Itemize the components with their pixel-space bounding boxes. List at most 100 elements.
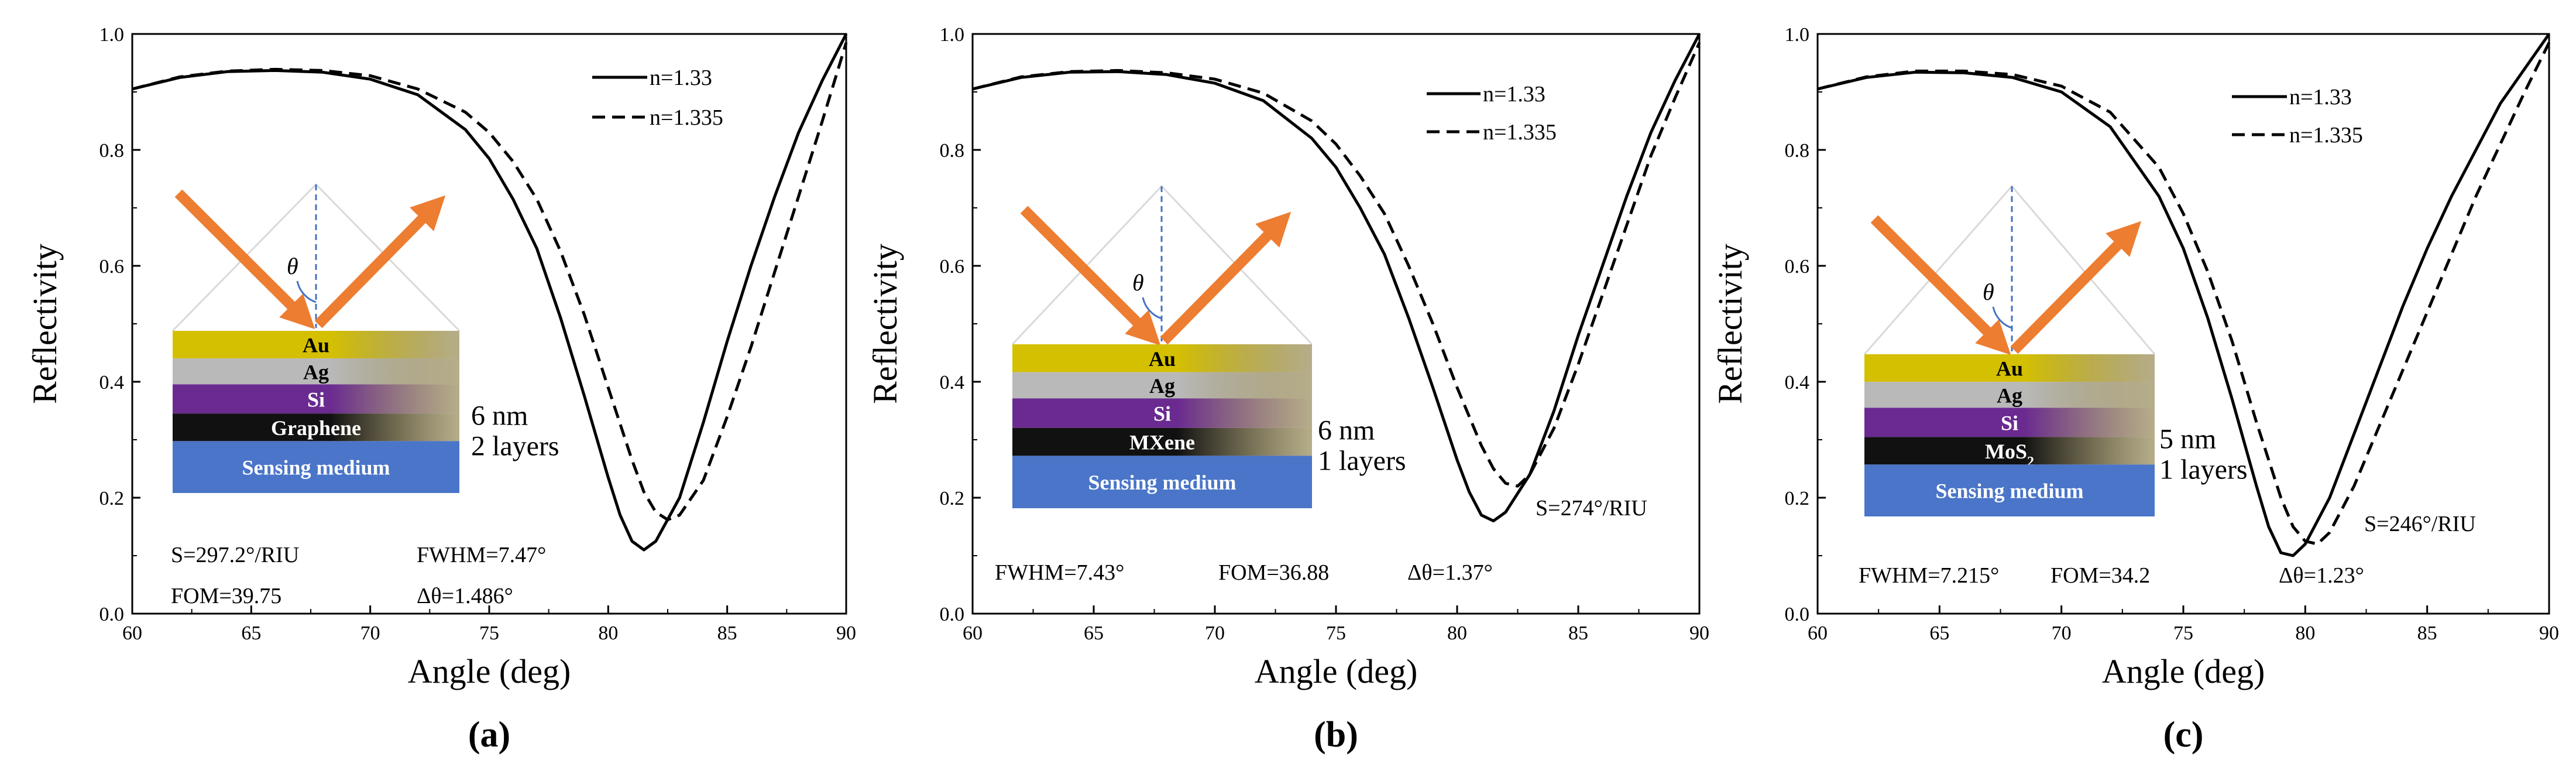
panel-label: (c) [2163, 715, 2204, 755]
annotation-text: FOM=36.88 [1218, 560, 1329, 585]
annotation-text: FWHM=7.215° [1859, 563, 1999, 588]
y-tick-label: 0.2 [1785, 488, 1810, 509]
layer-label: Si [307, 388, 325, 411]
layer-ag [1012, 372, 1312, 399]
annotation-text: Δθ=1.486° [417, 584, 513, 608]
x-tick-label: 65 [241, 622, 261, 644]
y-tick-label: 0.8 [940, 140, 965, 162]
x-tick-label: 80 [2295, 622, 2315, 644]
y-tick-label: 1.0 [99, 24, 125, 46]
layer-mxene [1012, 427, 1312, 456]
y-tick-label: 1.0 [940, 24, 965, 46]
layer-si [1864, 408, 2155, 437]
series-line-n133 [132, 33, 848, 552]
y-tick-label: 0.4 [940, 372, 965, 393]
y-tick-label: 0.0 [1785, 604, 1810, 625]
x-tick-label: 65 [1929, 622, 1949, 644]
layer-ag [173, 358, 459, 385]
layer-label: Sensing medium [1088, 471, 1236, 494]
x-tick-label: 70 [360, 622, 380, 644]
layer-graphene [173, 413, 459, 441]
annotation-text: FOM=34.2 [2051, 563, 2150, 588]
y-tick-label: 0.6 [1785, 256, 1810, 278]
legend-label: n=1.33 [2289, 85, 2352, 109]
x-tick-label: 75 [1326, 622, 1346, 644]
y-axis-title: Reflectivity [866, 244, 904, 404]
annotation-text: S=274°/RIU [1536, 496, 1647, 521]
chart-panel-a: 60 65 70 75 80 85 90 0.0 0.2 0.4 0.6 0.8 1.0 Angle (d… [26, 24, 856, 755]
layer-label: Sensing medium [242, 456, 390, 480]
layer-label: Graphene [271, 416, 361, 440]
layer-size-label: 1 layers [1318, 445, 1406, 476]
y-tick-label: 0.0 [940, 604, 965, 625]
annotation-text: S=246°/RIU [2364, 512, 2476, 536]
legend: n=1.33 n=1.335 [592, 66, 723, 130]
series-line-n133 [972, 33, 1701, 523]
incident-arrow [1870, 215, 2011, 355]
x-tick-label: 70 [1205, 622, 1225, 644]
y-tick-label: 0.8 [1785, 140, 1810, 162]
layer-sensing-medium [173, 441, 459, 493]
panel-label: (a) [468, 715, 510, 755]
y-tick-label: 0.2 [940, 488, 965, 509]
layer-au [1864, 354, 2155, 382]
annotation-text: Δθ=1.23° [2279, 563, 2364, 588]
legend: n=1.33 n=1.335 [1427, 82, 1557, 145]
panel-label: (b) [1314, 715, 1358, 755]
layer-size-label: 2 layers [471, 431, 559, 462]
x-tick-label: 85 [2417, 622, 2437, 644]
x-tick-label: 60 [963, 622, 983, 644]
legend-label: n=1.33 [650, 66, 712, 90]
annotation-text: FWHM=7.43° [995, 560, 1124, 585]
layer-label: Ag [303, 360, 329, 384]
theta-symbol: θ [1983, 279, 1994, 305]
y-tick-label: 0.0 [99, 604, 125, 625]
x-tick-label: 75 [2173, 622, 2193, 644]
chart-panel-c: 60 65 70 75 80 85 90 0.0 0.2 0.4 0.6 0.8 1.0 Angle (d… [1711, 24, 2559, 755]
prism-outline [1863, 184, 2156, 355]
reflected-arrow [2010, 221, 2142, 354]
x-tick-label: 90 [2539, 622, 2559, 644]
y-tick-label: 0.4 [99, 372, 125, 393]
layer-label: Au [1996, 357, 2023, 381]
series-line-n1335 [132, 42, 848, 522]
layer-mos [1864, 437, 2155, 465]
sensor-schematic: θ Au Ag Si MXene Sensing medium 6 nm1 layers [1011, 184, 1406, 508]
x-tick-label: 75 [479, 622, 499, 644]
y-axis-title: Reflectivity [1711, 244, 1749, 404]
series-line-n1335 [972, 42, 1701, 488]
x-tick-label: 65 [1084, 622, 1104, 644]
x-tick-label: 90 [1689, 622, 1709, 644]
theta-symbol: θ [287, 253, 298, 279]
legend: n=1.33 n=1.335 [2232, 85, 2363, 148]
layer-label: Si [1153, 402, 1171, 426]
layer-si [1012, 398, 1312, 428]
series-line-n133 [1817, 33, 2551, 557]
y-tick-label: 1.0 [1785, 24, 1810, 46]
layer-au [173, 331, 459, 359]
plot-frame [971, 33, 1701, 615]
layer-label: Au [1149, 347, 1176, 371]
sensor-schematic: θ Au Ag Si Graphene Sensing medium 6 nm2 layer… [171, 183, 559, 493]
incident-arrow [1020, 206, 1161, 346]
reflected-arrow [314, 195, 446, 328]
layer-si [173, 384, 459, 414]
annotation-text: FOM=39.75 [171, 584, 281, 608]
x-axis-title: Angle (deg) [2102, 652, 2265, 690]
layer-label: Si [2001, 411, 2018, 434]
chart-panel-b: 60 65 70 75 80 85 90 0.0 0.2 0.4 0.6 0.8 1.0 Angle (d… [866, 24, 1709, 755]
layer-size-label: 6 nm [471, 401, 528, 432]
x-tick-label: 60 [122, 622, 142, 644]
x-tick-label: 60 [1808, 622, 1828, 644]
series-line-n1335 [1817, 42, 2551, 546]
y-axis-title: Reflectivity [26, 244, 64, 404]
layer-size-label: 6 nm [1318, 415, 1375, 446]
incident-arrow [174, 189, 315, 330]
layer-ag [1864, 382, 2155, 408]
x-tick-label: 80 [1447, 622, 1467, 644]
legend-label: n=1.33 [1483, 82, 1545, 107]
angle-arc [1992, 306, 2012, 329]
x-tick-label: 90 [836, 622, 856, 644]
